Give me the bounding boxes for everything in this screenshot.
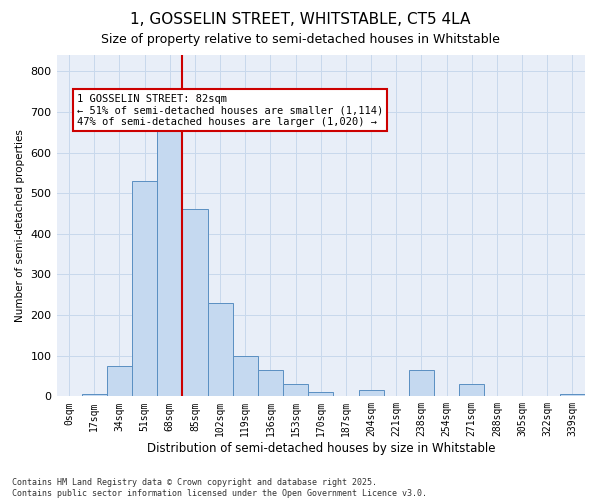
- Bar: [359, 390, 383, 396]
- Bar: [107, 366, 132, 396]
- Bar: [560, 394, 585, 396]
- Text: Contains HM Land Registry data © Crown copyright and database right 2025.
Contai: Contains HM Land Registry data © Crown c…: [12, 478, 427, 498]
- Bar: [258, 370, 283, 396]
- Text: 1, GOSSELIN STREET, WHITSTABLE, CT5 4LA: 1, GOSSELIN STREET, WHITSTABLE, CT5 4LA: [130, 12, 470, 28]
- Bar: [208, 303, 233, 396]
- Bar: [132, 181, 157, 396]
- Text: Size of property relative to semi-detached houses in Whitstable: Size of property relative to semi-detach…: [101, 32, 499, 46]
- Text: 1 GOSSELIN STREET: 82sqm
← 51% of semi-detached houses are smaller (1,114)
47% o: 1 GOSSELIN STREET: 82sqm ← 51% of semi-d…: [77, 94, 383, 127]
- Bar: [182, 210, 208, 396]
- Bar: [233, 356, 258, 397]
- Bar: [409, 370, 434, 396]
- Bar: [459, 384, 484, 396]
- X-axis label: Distribution of semi-detached houses by size in Whitstable: Distribution of semi-detached houses by …: [146, 442, 495, 455]
- Bar: [82, 394, 107, 396]
- Bar: [283, 384, 308, 396]
- Bar: [308, 392, 334, 396]
- Bar: [157, 120, 182, 396]
- Y-axis label: Number of semi-detached properties: Number of semi-detached properties: [15, 129, 25, 322]
